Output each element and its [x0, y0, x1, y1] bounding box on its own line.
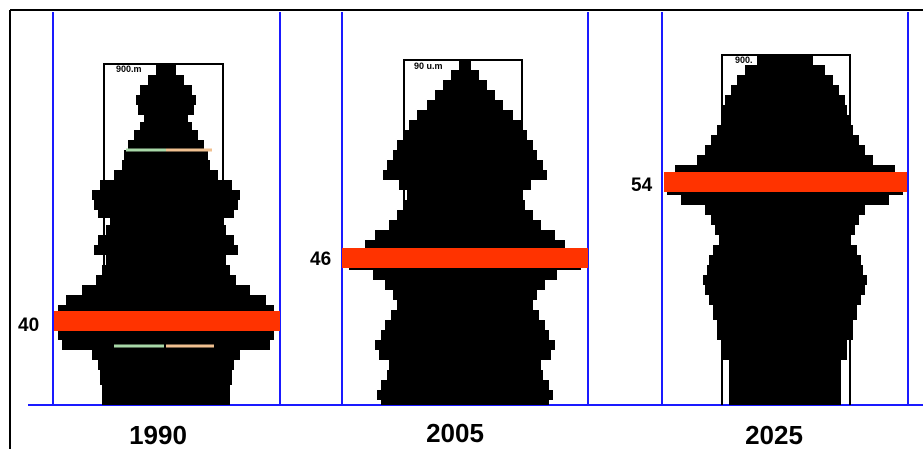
median-age-bar-2025: [664, 172, 908, 192]
year-label-1990: 1990: [129, 420, 187, 449]
pyramid-silhouette-1990: [54, 64, 278, 405]
median-age-bar-2005: [342, 248, 588, 268]
median-label-1990: 40: [18, 315, 39, 336]
top-label-2025: 900.: [735, 55, 753, 65]
outline-bracket-2025: [721, 54, 851, 405]
pyramid-silhouette-2005: [349, 60, 581, 405]
outline-bracket-2005: [403, 59, 523, 405]
top-label-2005: 90 u.m: [414, 61, 443, 71]
year-label-2005: 2005: [426, 418, 484, 448]
outline-bracket-1990: [103, 63, 224, 405]
median-age-bar-1990: [54, 311, 280, 331]
median-label-2005: 46: [310, 249, 331, 270]
top-label-1990: 900.m: [116, 64, 142, 74]
year-label-2025: 2025: [745, 420, 803, 449]
median-label-2025: 54: [631, 175, 653, 196]
pyramid-silhouette-2025: [665, 55, 905, 405]
